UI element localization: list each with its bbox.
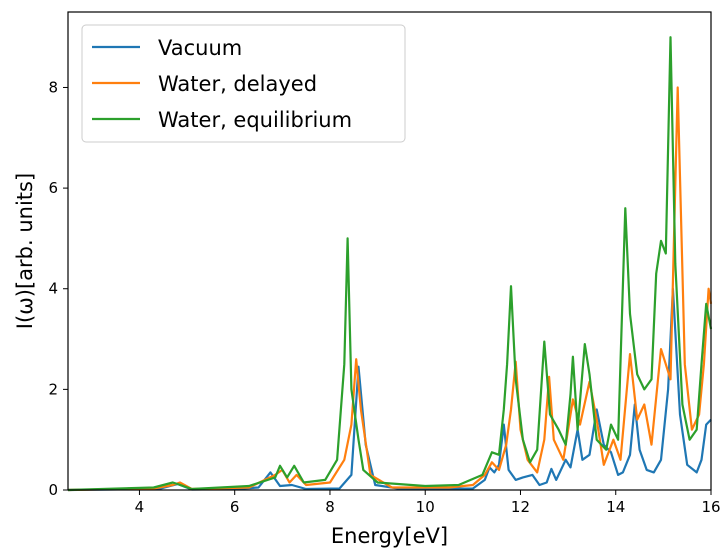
series-layer	[67, 36, 713, 492]
legend: Vacuum Water, delayed Water, equilibrium	[81, 24, 406, 143]
series-line-3	[67, 36, 713, 492]
x-axis-label: Energy[eV]	[331, 524, 448, 548]
legend-label-3: Water, equilibrium	[158, 108, 352, 132]
y-tick-label: 4	[48, 280, 58, 298]
x-tick-label: 14	[606, 498, 625, 516]
x-tick-label: 6	[230, 498, 240, 516]
x-tick-label: 16	[701, 498, 720, 516]
y-tick-label: 8	[48, 78, 58, 96]
x-tick-label: 4	[135, 498, 145, 516]
legend-label-1: Vacuum	[158, 36, 242, 60]
x-tick-label: 12	[511, 498, 530, 516]
series-line-1	[67, 287, 712, 492]
legend-label-2: Water, delayed	[158, 72, 317, 96]
legend-box	[81, 24, 406, 143]
x-axis-ticks: 4 6 8 10 12 14 16	[135, 490, 721, 516]
x-tick-label: 10	[416, 498, 435, 516]
y-tick-label: 2	[48, 380, 58, 398]
y-axis-label: I(ω)[arb. units]	[13, 173, 37, 329]
y-axis-ticks: 0 2 4 6 8	[48, 78, 68, 499]
x-tick-label: 8	[325, 498, 335, 516]
y-tick-label: 6	[48, 179, 58, 197]
plot-frame	[67, 11, 712, 491]
y-tick-label: 0	[48, 481, 58, 499]
